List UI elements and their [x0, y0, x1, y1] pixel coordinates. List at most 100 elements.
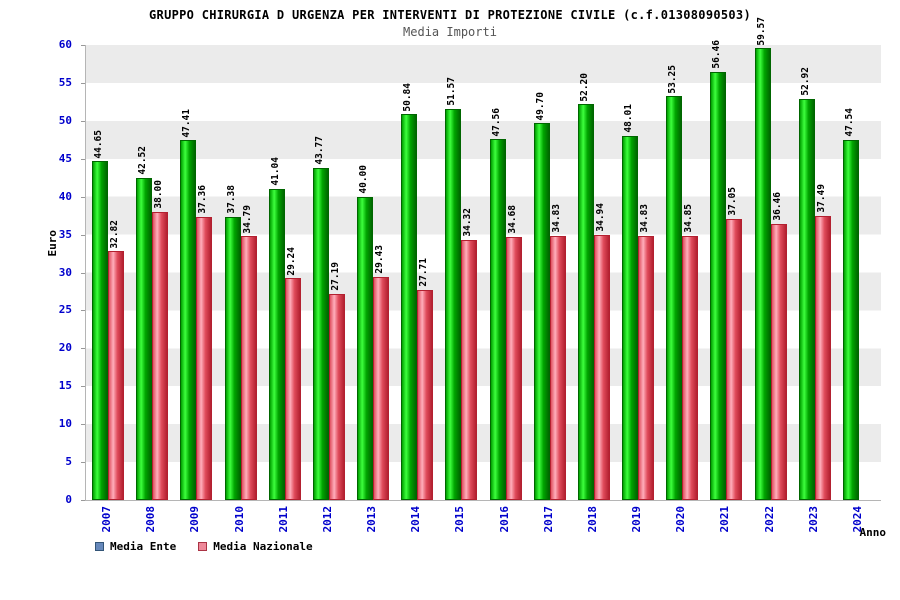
bar-value-label: 43.77 [313, 136, 325, 166]
bar-media-nazionale [726, 219, 743, 500]
y-tick-mark [81, 158, 85, 160]
bar-group-2018: 52.20 34.94 [572, 45, 616, 500]
y-tick-mark [81, 424, 85, 426]
bar-media-nazionale [682, 235, 699, 500]
legend-swatch-icon [95, 542, 104, 551]
x-tick-label: 2009 [188, 506, 202, 533]
bar-value-label: 37.38 [225, 184, 237, 214]
y-tick-label: 50 [58, 113, 72, 127]
bar-group-2013: 40.00 29.43 [351, 45, 395, 500]
bar-value-label: 50.84 [402, 82, 414, 112]
bar-group-2020: 53.25 34.85 [660, 45, 704, 500]
bar-group-2024: 47.54 [837, 45, 881, 500]
x-tick-label: 2023 [806, 506, 820, 533]
bar-value-label: 37.05 [727, 187, 739, 217]
x-tick-label: 2013 [365, 506, 379, 533]
bar-value-label: 34.32 [462, 208, 474, 237]
bar-media-nazionale [196, 216, 213, 500]
bar-value-label: 29.43 [374, 245, 386, 274]
y-tick-label: 5 [65, 455, 72, 469]
y-tick-mark [81, 310, 85, 312]
bar-group-2016: 47.56 34.68 [484, 45, 528, 500]
bar-value-label: 56.46 [711, 40, 723, 69]
y-tick-label: 10 [58, 417, 72, 431]
bar-media-ente [842, 139, 859, 500]
bar-media-ente [798, 98, 815, 500]
bar-media-ente [710, 71, 727, 500]
bar-media-ente [533, 123, 550, 500]
bar-value-label: 48.01 [623, 104, 635, 133]
y-tick-mark [81, 45, 85, 46]
x-tick-label: 2007 [100, 506, 114, 533]
y-tick-label: 45 [58, 151, 72, 165]
y-tick-mark [81, 272, 85, 274]
bar-group-2023: 52.92 37.49 [793, 45, 837, 500]
bar-media-nazionale [284, 278, 301, 500]
legend: Media Ente Media Nazionale [95, 540, 313, 553]
bar-media-nazionale [770, 223, 787, 500]
bar-value-label: 41.04 [269, 157, 281, 186]
bar-value-label: 47.41 [181, 108, 193, 138]
bar-media-ente [622, 135, 639, 500]
bar-group-2015: 51.57 34.32 [439, 45, 483, 500]
bar-group-2022: 59.57 36.46 [749, 17, 793, 500]
bar-value-label: 27.71 [418, 258, 430, 287]
bar-media-nazionale [417, 289, 434, 500]
bar-media-nazionale [638, 235, 655, 500]
bar-group-2019: 48.01 34.83 [616, 45, 660, 500]
y-tick-mark [81, 348, 85, 350]
x-tick-label: 2022 [762, 506, 776, 533]
bar-group-2011: 41.04 29.24 [263, 45, 307, 500]
bar-media-ente [357, 196, 374, 500]
legend-swatch-icon [198, 542, 208, 551]
x-tick-label: 2011 [276, 506, 290, 533]
bar-media-ente [92, 161, 109, 500]
y-tick-mark [81, 82, 85, 84]
y-tick-mark [81, 120, 85, 122]
y-tick-label: 15 [58, 379, 72, 393]
bar-value-label: 52.92 [799, 67, 811, 96]
x-tick-label: 2021 [718, 506, 732, 533]
x-tick-label: 2018 [585, 506, 599, 533]
y-tick-label: 55 [58, 75, 72, 89]
legend-item-media-ente: Media Ente [95, 540, 176, 553]
x-axis-label: Anno [859, 526, 887, 539]
bar-value-label: 59.57 [755, 16, 767, 46]
chart-title: GRUPPO CHIRURGIA D URGENZA PER INTERVENT… [149, 8, 751, 22]
legend-item-media-nazionale: Media Nazionale [198, 540, 313, 553]
bar-value-label: 34.83 [639, 204, 651, 233]
bar-value-label: 37.49 [815, 184, 827, 213]
bar-media-ente [754, 48, 771, 500]
bar-value-label: 47.54 [843, 107, 855, 137]
bar-group-2010: 37.38 34.79 [219, 45, 263, 500]
bar-value-label: 36.46 [771, 191, 783, 221]
bar-media-ente [180, 140, 197, 500]
bar-media-ente [268, 188, 285, 500]
bar-value-label: 34.85 [683, 204, 695, 233]
legend-label: Media Ente [110, 540, 177, 553]
bar-media-ente [401, 114, 418, 500]
y-tick-mark [81, 196, 85, 198]
x-tick-label: 2010 [232, 506, 246, 533]
x-tick-label: 2015 [453, 506, 467, 533]
bar-value-label: 42.52 [137, 145, 149, 175]
y-tick-mark [81, 386, 85, 388]
bar-value-label: 29.24 [285, 246, 297, 276]
x-tick-label: 2017 [541, 506, 555, 533]
bar-value-label: 49.70 [534, 91, 546, 121]
bar-media-ente [312, 168, 329, 500]
bar-group-2007: 44.65 32.82 [86, 45, 130, 500]
y-tick-label: 40 [58, 189, 72, 203]
bar-media-ente [136, 177, 153, 500]
bar-media-nazionale [328, 293, 345, 500]
bar-value-label: 27.19 [329, 262, 341, 291]
bar-value-label: 34.94 [594, 203, 606, 233]
bar-group-2009: 47.41 37.36 [174, 45, 218, 500]
bar-media-nazionale [505, 237, 522, 500]
bar-value-label: 34.83 [550, 204, 562, 233]
bar-value-label: 34.79 [241, 204, 253, 234]
y-axis-ticks: 0 5 10 15 20 25 30 35 40 45 50 55 60 [0, 38, 80, 506]
bar-group-2012: 43.77 27.19 [307, 45, 351, 500]
bar-value-label: 52.20 [578, 72, 590, 102]
